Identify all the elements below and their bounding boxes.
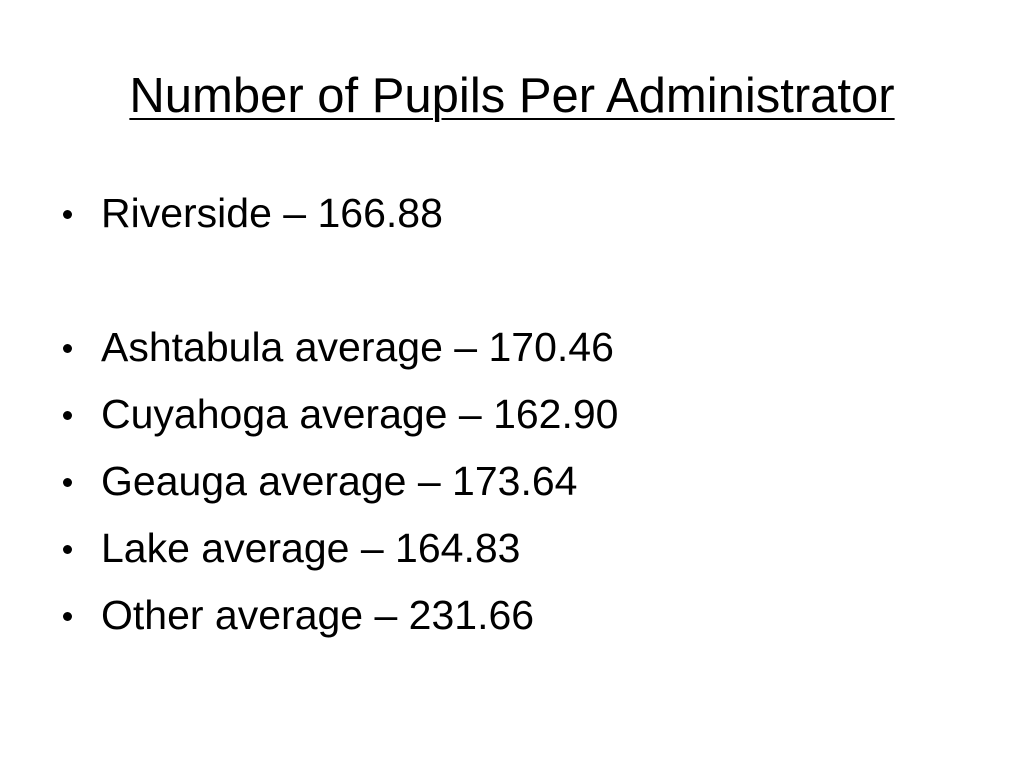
slide-title: Number of Pupils Per Administrator [129, 69, 895, 123]
bullet-item: Other average – 231.66 [62, 592, 535, 638]
bullet-item: Cuyahoga average – 162.90 [62, 391, 619, 437]
bullet-item: Ashtabula average – 170.46 [63, 324, 614, 370]
bullet-item: Geauga average – 173.64 [62, 458, 578, 504]
bullet-item: Riverside – 166.88 [63, 190, 443, 236]
bullet-item: Lake average – 164.83 [62, 525, 521, 571]
